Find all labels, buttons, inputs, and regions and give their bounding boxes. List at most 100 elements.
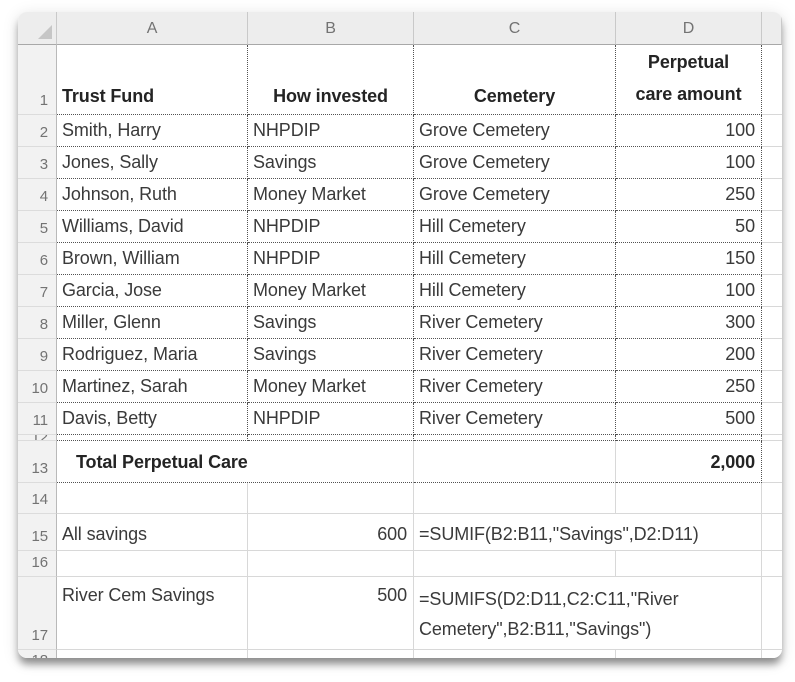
cell-b8[interactable]: Savings: [248, 307, 414, 339]
cell-d4[interactable]: 250: [616, 179, 762, 211]
filler-cell[interactable]: [762, 275, 782, 307]
cell-a14[interactable]: [57, 483, 248, 514]
filler-cell[interactable]: [762, 339, 782, 371]
cell-a2[interactable]: Smith, Harry: [57, 115, 248, 147]
cell-a6[interactable]: Brown, William: [57, 243, 248, 275]
cell-d12[interactable]: [616, 435, 762, 441]
filler-cell[interactable]: [762, 243, 782, 275]
cell-d7[interactable]: 100: [616, 275, 762, 307]
cell-c10[interactable]: River Cemetery: [414, 371, 616, 403]
cell-d1[interactable]: Perpetual care amount: [616, 45, 762, 115]
cell-d18[interactable]: [616, 650, 762, 658]
row-header-14[interactable]: 14: [18, 483, 57, 514]
cell-c7[interactable]: Hill Cemetery: [414, 275, 616, 307]
cell-d16[interactable]: [616, 551, 762, 577]
cell-b4[interactable]: Money Market: [248, 179, 414, 211]
cell-c5[interactable]: Hill Cemetery: [414, 211, 616, 243]
cell-a12[interactable]: [57, 435, 248, 441]
cell-d9[interactable]: 200: [616, 339, 762, 371]
cell-c12[interactable]: [414, 435, 616, 441]
cell-a17[interactable]: River Cem Savings: [57, 577, 248, 650]
cell-a3[interactable]: Jones, Sally: [57, 147, 248, 179]
row-header-8[interactable]: 8: [18, 307, 57, 339]
cell-b3[interactable]: Savings: [248, 147, 414, 179]
cell-a13[interactable]: Total Perpetual Care: [57, 441, 414, 483]
column-header-a[interactable]: A: [57, 12, 248, 45]
filler-cell[interactable]: [762, 551, 782, 577]
row-header-17[interactable]: 17: [18, 577, 57, 650]
cell-d11[interactable]: 500: [616, 403, 762, 435]
cell-b16[interactable]: [248, 551, 414, 577]
cell-c18[interactable]: [414, 650, 616, 658]
cell-d2[interactable]: 100: [616, 115, 762, 147]
row-header-2[interactable]: 2: [18, 115, 57, 147]
row-header-18[interactable]: 18: [18, 650, 57, 658]
cell-b14[interactable]: [248, 483, 414, 514]
cell-d13[interactable]: 2,000: [616, 441, 762, 483]
select-all-button[interactable]: [18, 12, 57, 45]
cell-b5[interactable]: NHPDIP: [248, 211, 414, 243]
cell-c6[interactable]: Hill Cemetery: [414, 243, 616, 275]
cell-c13[interactable]: [414, 441, 616, 483]
cell-d10[interactable]: 250: [616, 371, 762, 403]
cell-b18[interactable]: [248, 650, 414, 658]
filler-cell[interactable]: [762, 115, 782, 147]
cell-b1[interactable]: How invested: [248, 45, 414, 115]
filler-cell[interactable]: [762, 577, 782, 650]
row-header-15[interactable]: 15: [18, 514, 57, 551]
cell-b12[interactable]: [248, 435, 414, 441]
row-header-12[interactable]: 12: [18, 435, 57, 441]
filler-cell[interactable]: [762, 179, 782, 211]
cell-d3[interactable]: 100: [616, 147, 762, 179]
cell-b7[interactable]: Money Market: [248, 275, 414, 307]
filler-cell[interactable]: [762, 371, 782, 403]
cell-a18[interactable]: [57, 650, 248, 658]
filler-cell[interactable]: [762, 307, 782, 339]
cell-a9[interactable]: Rodriguez, Maria: [57, 339, 248, 371]
column-header-b[interactable]: B: [248, 12, 414, 45]
cell-a4[interactable]: Johnson, Ruth: [57, 179, 248, 211]
cell-c1[interactable]: Cemetery: [414, 45, 616, 115]
cell-c2[interactable]: Grove Cemetery: [414, 115, 616, 147]
row-header-1[interactable]: 1: [18, 45, 57, 115]
cell-c15-formula[interactable]: =SUMIF(B2:B11,"Savings",D2:D11): [414, 514, 762, 551]
row-header-16[interactable]: 16: [18, 551, 57, 577]
cell-b10[interactable]: Money Market: [248, 371, 414, 403]
cell-a11[interactable]: Davis, Betty: [57, 403, 248, 435]
row-header-6[interactable]: 6: [18, 243, 57, 275]
cell-c17-formula[interactable]: =SUMIFS(D2:D11,C2:C11,"River Cemetery",B…: [414, 577, 762, 650]
cell-b17[interactable]: 500: [248, 577, 414, 650]
filler-cell[interactable]: [762, 45, 782, 115]
column-header-e-sliver[interactable]: [762, 12, 782, 45]
column-header-d[interactable]: D: [616, 12, 762, 45]
row-header-5[interactable]: 5: [18, 211, 57, 243]
filler-cell[interactable]: [762, 147, 782, 179]
cell-c4[interactable]: Grove Cemetery: [414, 179, 616, 211]
row-header-4[interactable]: 4: [18, 179, 57, 211]
cell-c14[interactable]: [414, 483, 616, 514]
cell-c11[interactable]: River Cemetery: [414, 403, 616, 435]
cell-c3[interactable]: Grove Cemetery: [414, 147, 616, 179]
cell-d6[interactable]: 150: [616, 243, 762, 275]
cell-a10[interactable]: Martinez, Sarah: [57, 371, 248, 403]
row-header-11[interactable]: 11: [18, 403, 57, 435]
row-header-10[interactable]: 10: [18, 371, 57, 403]
filler-cell[interactable]: [762, 435, 782, 441]
cell-c16[interactable]: [414, 551, 616, 577]
cell-a16[interactable]: [57, 551, 248, 577]
column-header-c[interactable]: C: [414, 12, 616, 45]
filler-cell[interactable]: [762, 441, 782, 483]
cell-a8[interactable]: Miller, Glenn: [57, 307, 248, 339]
cell-c9[interactable]: River Cemetery: [414, 339, 616, 371]
filler-cell[interactable]: [762, 483, 782, 514]
row-header-7[interactable]: 7: [18, 275, 57, 307]
cell-d5[interactable]: 50: [616, 211, 762, 243]
filler-cell[interactable]: [762, 650, 782, 658]
cell-b9[interactable]: Savings: [248, 339, 414, 371]
cell-b2[interactable]: NHPDIP: [248, 115, 414, 147]
cell-d8[interactable]: 300: [616, 307, 762, 339]
cell-a5[interactable]: Williams, David: [57, 211, 248, 243]
filler-cell[interactable]: [762, 403, 782, 435]
row-header-3[interactable]: 3: [18, 147, 57, 179]
filler-cell[interactable]: [762, 514, 782, 551]
